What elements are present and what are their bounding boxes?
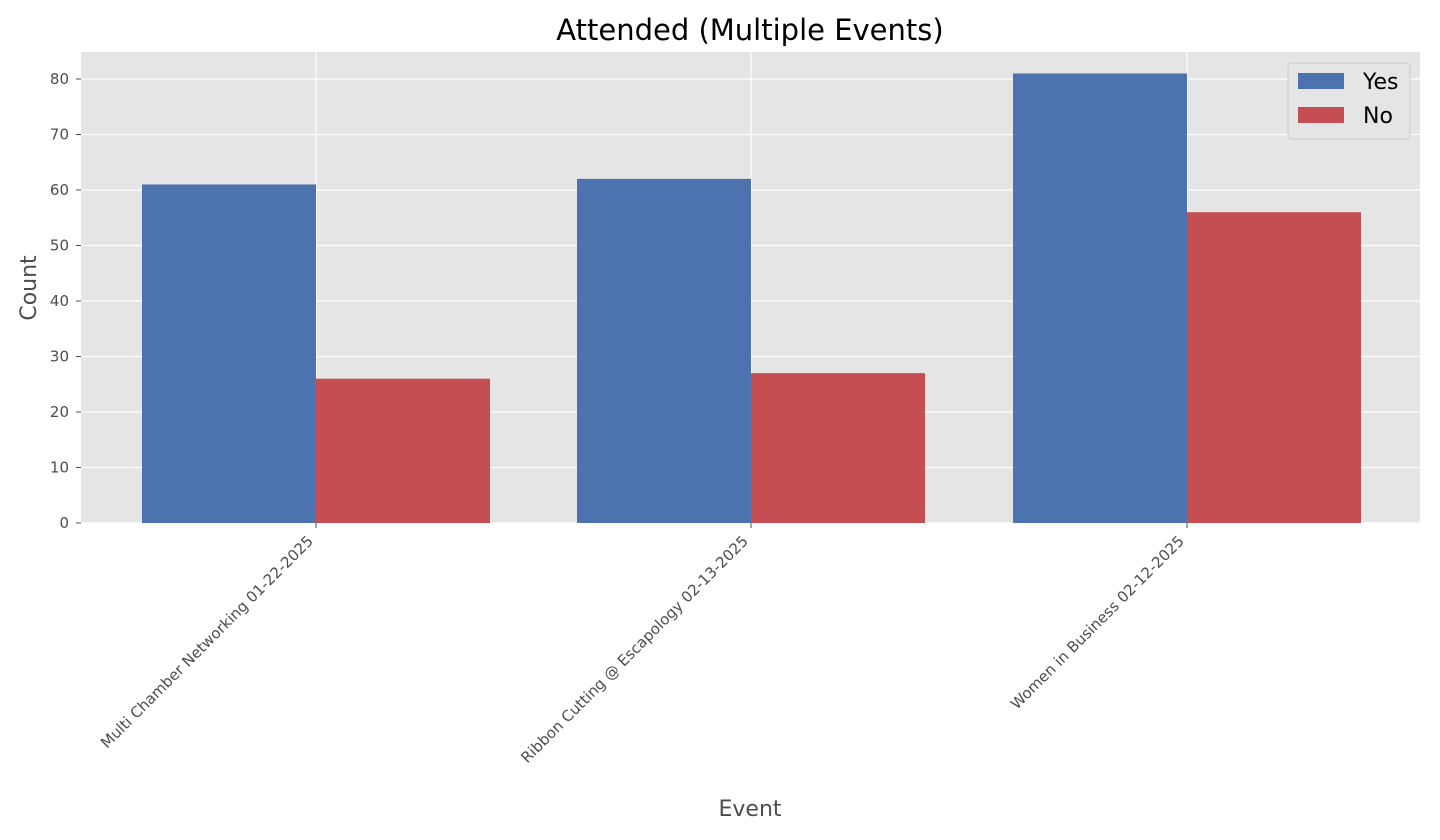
chart-title: Attended (Multiple Events) <box>556 13 943 47</box>
y-axis-label: Count <box>17 255 42 321</box>
y-tick-label: 80 <box>50 70 69 88</box>
y-tick-label: 40 <box>50 292 69 310</box>
y-tick-label: 20 <box>50 403 69 421</box>
x-tick-label: Multi Chamber Networking 01-22-2025 <box>97 532 317 752</box>
y-tick-label: 70 <box>50 126 69 144</box>
bar-yes-3 <box>1013 73 1187 523</box>
legend-swatch-no <box>1298 107 1344 123</box>
legend-label-no: No <box>1363 104 1393 129</box>
legend-label-yes: Yes <box>1362 70 1399 95</box>
bar-no-2 <box>751 373 925 523</box>
bar-no-3 <box>1187 212 1361 523</box>
x-tick-label: Women in Business 02-12-2025 <box>1007 532 1188 713</box>
legend: Yes No <box>1287 62 1411 140</box>
legend-swatch-yes <box>1298 73 1344 89</box>
y-axis-ticks: 0 10 20 30 40 50 60 70 80 <box>50 70 81 532</box>
bar-yes-2 <box>577 178 751 523</box>
x-axis-label: Event <box>718 797 781 822</box>
y-tick-label: 50 <box>50 237 69 255</box>
x-axis-ticks: Multi Chamber Networking 01-22-2025 Ribbo… <box>97 523 1188 767</box>
x-tick-label: Ribbon Cutting @ Escapology 02-13-2025 <box>517 532 752 767</box>
y-tick-label: 30 <box>50 348 69 366</box>
bar-no-1 <box>316 378 490 523</box>
y-tick-label: 60 <box>50 181 69 199</box>
y-tick-label: 0 <box>59 514 69 532</box>
y-tick-label: 10 <box>50 459 69 477</box>
bars <box>142 73 1361 523</box>
bar-yes-1 <box>142 184 316 523</box>
